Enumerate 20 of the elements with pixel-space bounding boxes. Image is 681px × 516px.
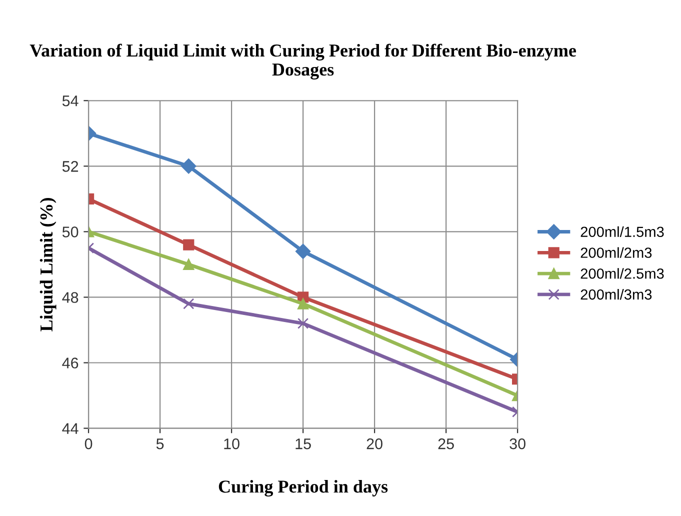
- x-tick-label: 5: [156, 438, 164, 450]
- x-tick-label: 15: [296, 438, 311, 450]
- y-tick-label: 46: [62, 358, 78, 368]
- y-axis-title: Liquid Limit (%): [40, 198, 56, 332]
- legend-label: 200ml/3m3: [580, 288, 652, 300]
- x-tick-label: 20: [366, 438, 382, 450]
- x-tick-label: 30: [510, 438, 526, 450]
- y-tick-label: 54: [62, 96, 78, 106]
- x-axis-title: Curing Period in days: [218, 480, 388, 497]
- y-tick-label: 48: [62, 292, 78, 303]
- x-tick-label: 25: [438, 438, 454, 450]
- y-tick-label: 52: [62, 161, 78, 172]
- x-tick-label: 0: [84, 438, 92, 450]
- legend-label: 200ml/2.5m3: [580, 268, 664, 279]
- y-tick-label: 44: [62, 423, 78, 434]
- chart-title: Variation of Liquid Limit with Curing Period for Different Bio-enzyme Dosages: [30, 44, 576, 80]
- x-tick-label: 10: [224, 438, 240, 450]
- legend-label: 200ml/1.5m3: [580, 226, 664, 238]
- y-tick-label: 50: [62, 226, 78, 238]
- legend-label: 200ml/2m3: [580, 247, 652, 258]
